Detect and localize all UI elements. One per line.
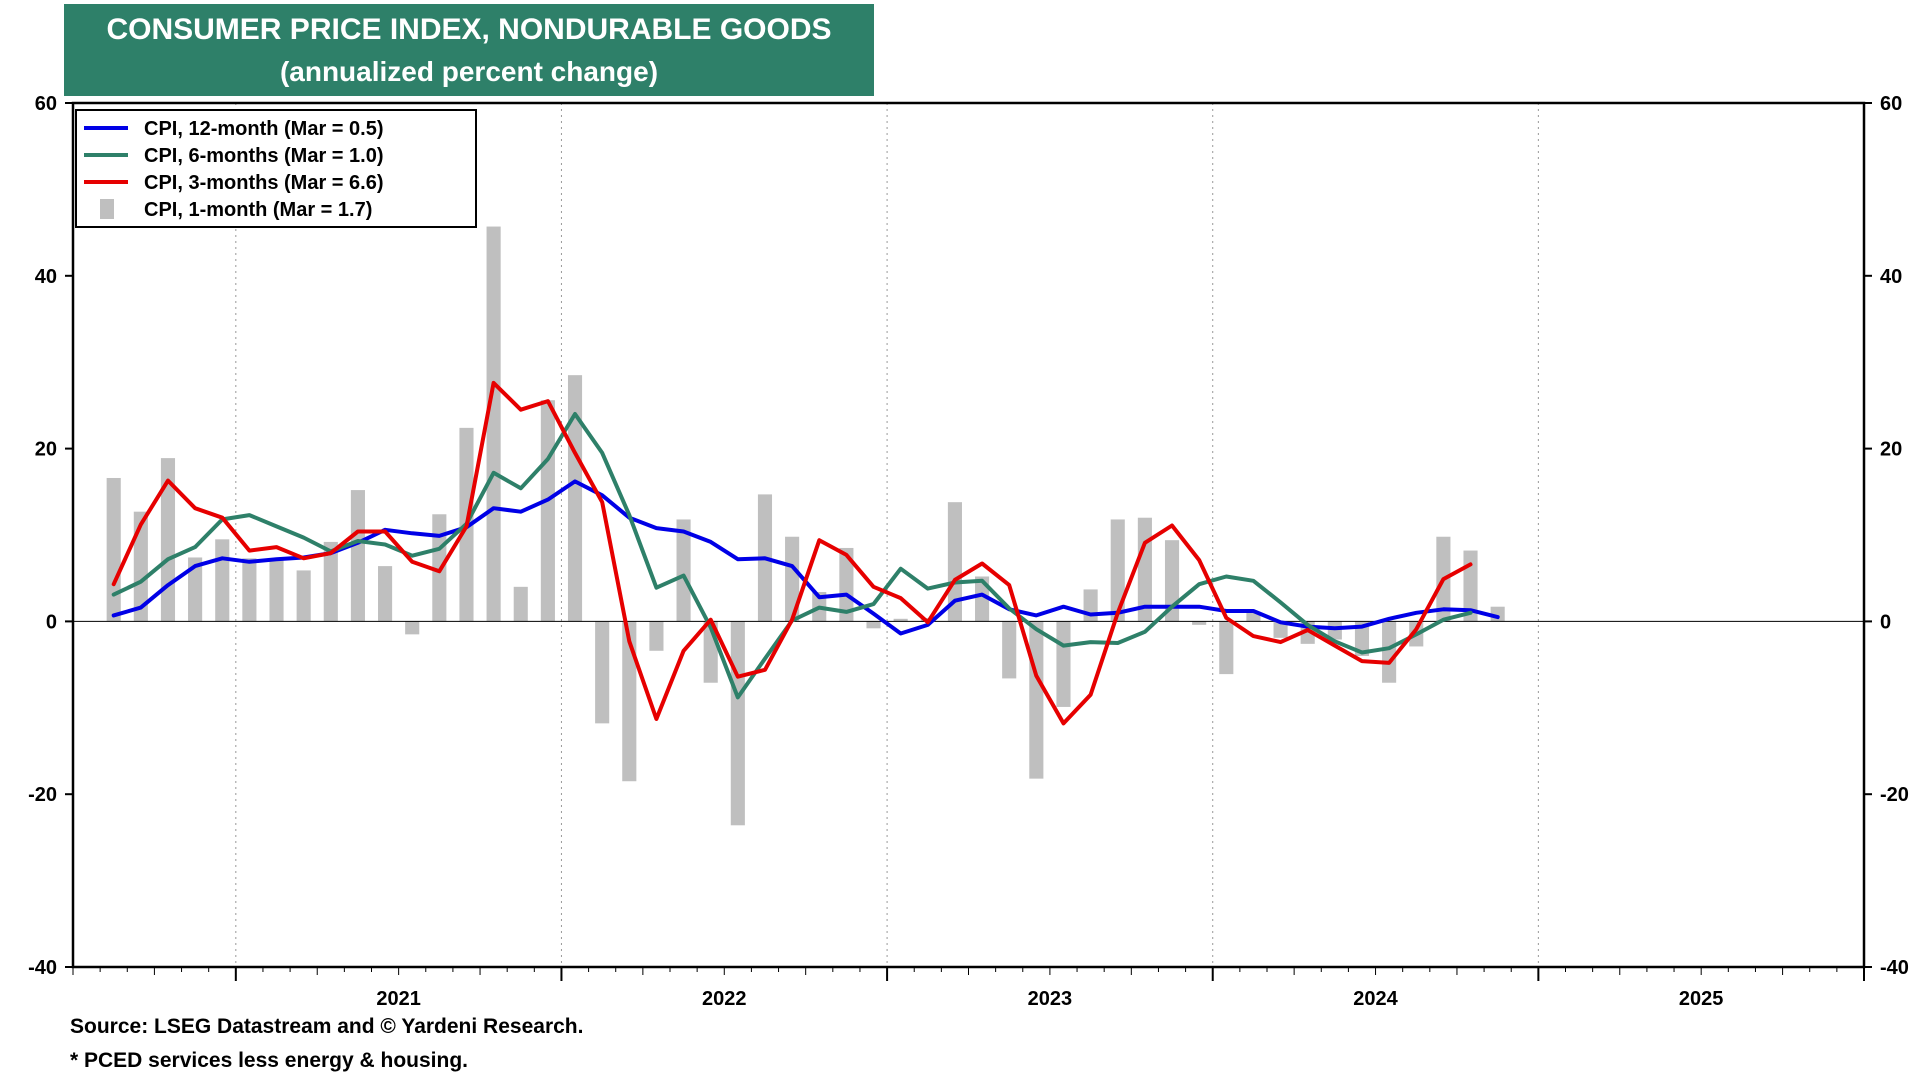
bar-cpi-1month: [1354, 621, 1370, 656]
bar-cpi-1month: [893, 618, 908, 622]
bar-cpi-1month: [1327, 621, 1342, 640]
legend-label: CPI, 12-month (Mar = 0.5): [144, 118, 384, 140]
chart-subtitle: (annualized percent change): [279, 56, 659, 87]
y-tick-label-left: 0: [46, 611, 57, 633]
bar-cpi-1month: [296, 570, 311, 622]
bar-cpi-1month: [785, 536, 800, 622]
x-tick-label: 2021: [376, 988, 421, 1010]
note-footnote: * PCED services less energy & housing.: [70, 1049, 468, 1072]
bar-cpi-1month: [215, 539, 230, 622]
y-tick-label-left: 20: [35, 439, 57, 461]
bar-cpi-1month: [486, 226, 501, 622]
y-tick-label-right: -40: [1880, 957, 1909, 979]
chart-title: CONSUMER PRICE INDEX, NONDURABLE GOODS: [106, 13, 832, 46]
x-tick-label: 2025: [1679, 988, 1724, 1010]
bar-cpi-1month: [513, 586, 528, 622]
bar-cpi-1month: [866, 621, 881, 629]
legend-swatch-bar: [100, 199, 114, 219]
bar-cpi-1month: [1273, 621, 1288, 638]
bar-cpi-1month: [1083, 589, 1098, 622]
y-tick-label-right: 20: [1880, 439, 1902, 461]
bar-cpi-1month: [1110, 519, 1125, 622]
bar-cpi-1month: [1056, 621, 1071, 707]
legend-label: CPI, 1-month (Mar = 1.7): [144, 199, 372, 221]
y-tick-label-right: 0: [1880, 611, 1891, 633]
y-tick-label-right: -20: [1880, 784, 1909, 806]
bar-cpi-1month: [242, 558, 257, 622]
x-tick-label: 2022: [702, 988, 747, 1010]
plot-frame: [71, 101, 1866, 969]
legend-label: CPI, 3-months (Mar = 6.6): [144, 172, 384, 194]
bar-cpi-1month: [1029, 621, 1044, 779]
y-tick-label-left: 60: [35, 93, 57, 115]
bar-cpi-1month: [839, 547, 854, 622]
y-tick-label-left: -20: [28, 784, 57, 806]
bar-cpi-1month: [649, 621, 664, 651]
legend-label: CPI, 6-months (Mar = 1.0): [144, 145, 384, 167]
bar-cpi-1month: [133, 511, 148, 622]
source-footnote: Source: LSEG Datastream and © Yardeni Re…: [70, 1015, 584, 1038]
bar-cpi-1month: [676, 519, 691, 622]
y-tick-label-right: 60: [1880, 93, 1902, 115]
y-tick-label-right: 40: [1880, 266, 1902, 288]
bar-cpi-1month: [188, 557, 203, 622]
bar-cpi-1month: [106, 477, 121, 622]
bar-cpi-1month: [269, 559, 284, 622]
bar-cpi-1month: [622, 621, 637, 782]
bar-cpi-1month: [1002, 621, 1017, 679]
bar-cpi-1month: [975, 576, 990, 622]
bar-cpi-1month: [1137, 517, 1152, 622]
y-tick-label-left: 40: [35, 266, 57, 288]
bar-cpi-1month: [540, 400, 555, 622]
y-tick-label-left: -40: [28, 957, 57, 979]
bar-cpi-1month: [1164, 540, 1180, 622]
bar-cpi-1month: [323, 541, 338, 622]
chart-title-box: CONSUMER PRICE INDEX, NONDURABLE GOODS (…: [64, 4, 874, 96]
bar-cpi-1month: [378, 566, 393, 622]
bar-cpi-1month: [567, 375, 583, 622]
bar-cpi-1month: [1192, 621, 1207, 625]
series-line-cpi-3month: [111, 380, 1473, 726]
bar-cpi-1month: [350, 490, 365, 622]
bar-cpi-1month: [1382, 621, 1397, 683]
bar-cpi-1month: [947, 502, 962, 622]
x-tick-label: 2023: [1028, 988, 1073, 1010]
x-tick-label: 2024: [1353, 988, 1398, 1010]
bar-cpi-1month: [595, 621, 610, 724]
legend-box: [75, 109, 477, 228]
bar-cpi-1month: [1219, 621, 1234, 675]
bar-cpi-1month: [1246, 612, 1261, 622]
bar-cpi-1month: [730, 621, 745, 826]
bar-cpi-1month: [405, 621, 420, 635]
